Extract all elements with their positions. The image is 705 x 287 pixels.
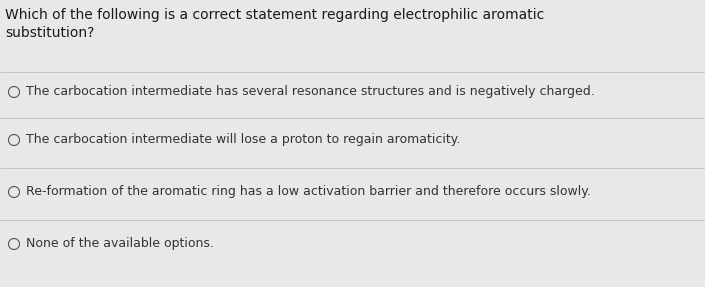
- Text: Re-formation of the aromatic ring has a low activation barrier and therefore occ: Re-formation of the aromatic ring has a …: [25, 185, 590, 199]
- Text: The carbocation intermediate has several resonance structures and is negatively : The carbocation intermediate has several…: [25, 86, 594, 98]
- Text: The carbocation intermediate will lose a proton to regain aromaticity.: The carbocation intermediate will lose a…: [25, 133, 460, 146]
- Text: None of the available options.: None of the available options.: [25, 238, 214, 251]
- Text: Which of the following is a correct statement regarding electrophilic aromatic
s: Which of the following is a correct stat…: [5, 8, 544, 40]
